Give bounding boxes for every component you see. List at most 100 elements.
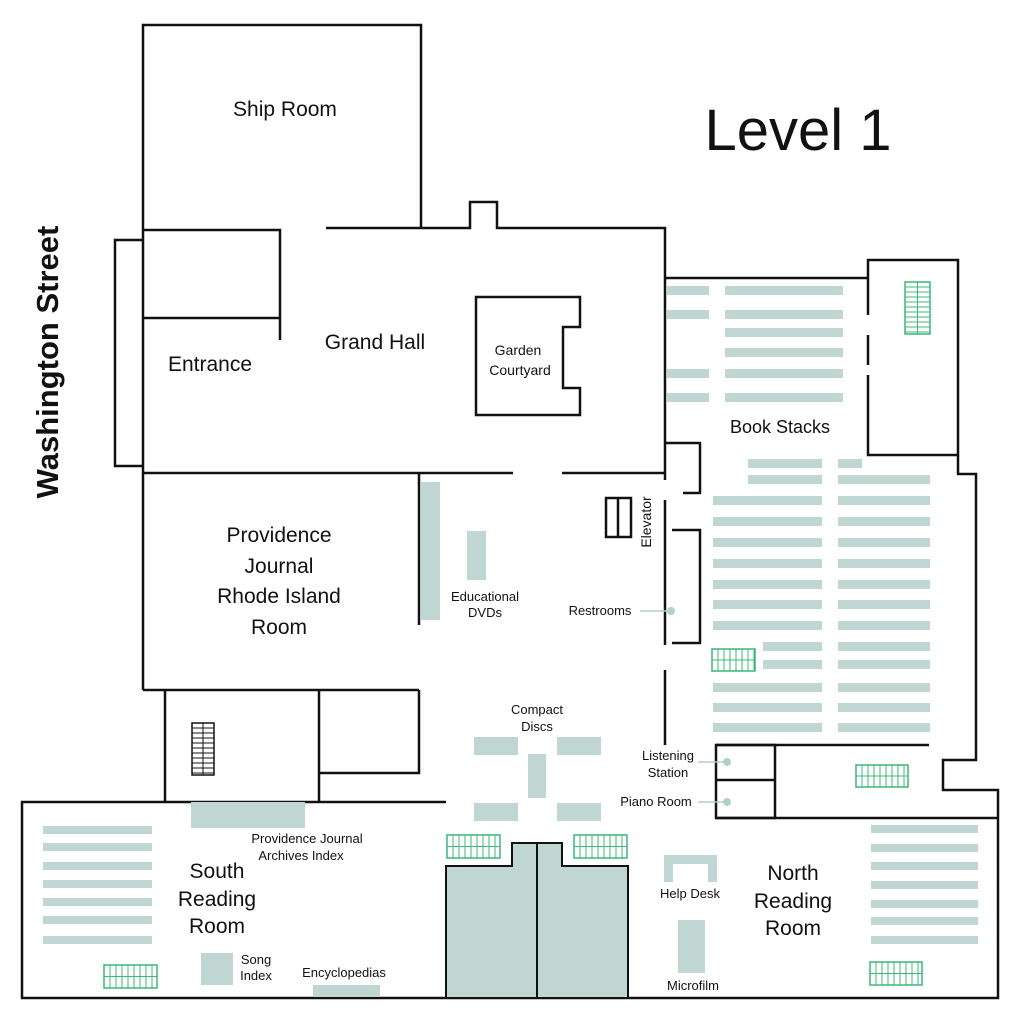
label-line: Journal — [245, 555, 314, 578]
shelf — [725, 310, 843, 319]
cd-shelf — [474, 737, 518, 755]
shelf — [43, 916, 152, 924]
label-line: Reading — [178, 888, 256, 911]
label-restrooms: Restrooms — [569, 603, 632, 618]
label-song-1: Song — [241, 952, 271, 967]
room-north-reading: North Reading Room — [754, 862, 832, 940]
shelf — [871, 917, 978, 925]
room-grand-hall: Grand Hall — [325, 331, 425, 354]
stairs-icon — [855, 764, 909, 788]
shelf — [43, 862, 152, 870]
shelf — [713, 683, 822, 692]
encyclopedias-shelf — [313, 985, 380, 997]
label-listening-1: Listening — [642, 748, 694, 763]
room-providence-journal: Providence Journal Rhode Island Room — [217, 524, 341, 639]
label-line: Providence — [226, 524, 331, 547]
shelf — [43, 898, 152, 906]
shelf — [43, 826, 152, 834]
cd-shelf — [557, 803, 601, 821]
shelf — [871, 936, 978, 944]
shelf — [838, 517, 930, 526]
shelf — [871, 881, 978, 889]
shelf — [43, 936, 152, 944]
label-elevator: Elevator — [638, 496, 654, 548]
archives-index-shelf — [191, 802, 305, 828]
help-desk — [664, 855, 717, 882]
stairs-icon — [711, 648, 756, 672]
label-line: Rhode Island — [217, 585, 341, 608]
shelf — [713, 517, 822, 526]
labels: Level 1 Washington Street Ship Room Gran… — [30, 98, 892, 993]
label-dvds-2: DVDs — [468, 605, 502, 620]
shelf — [713, 580, 822, 589]
shelf — [713, 538, 822, 547]
shelf — [748, 459, 822, 468]
shelf — [838, 559, 930, 568]
shelf — [713, 703, 822, 712]
label-cd-1: Compact — [511, 702, 563, 717]
shelf — [725, 369, 843, 378]
stairs — [103, 281, 931, 989]
label-song-2: Index — [240, 968, 272, 983]
walls — [20, 23, 1000, 1000]
shelf — [838, 496, 930, 505]
shelf — [43, 880, 152, 888]
room-south-reading: South Reading Room — [178, 860, 256, 938]
shelf — [838, 459, 862, 468]
street-label: Washington Street — [30, 226, 65, 499]
shelf — [725, 328, 843, 337]
shelf — [871, 862, 978, 870]
shelf — [838, 660, 930, 669]
label-line: South — [190, 860, 245, 883]
label-cd-2: Discs — [521, 719, 553, 734]
shelf — [725, 286, 843, 295]
shelf — [713, 496, 822, 505]
shelf — [713, 723, 822, 732]
stairs-icon — [904, 281, 931, 335]
shelf — [838, 538, 930, 547]
cd-shelf — [557, 737, 601, 755]
shelf — [871, 844, 978, 852]
shelf — [713, 559, 822, 568]
room-ship-room: Ship Room — [233, 98, 337, 121]
label-microfilm: Microfilm — [667, 978, 719, 993]
shelf — [838, 703, 930, 712]
level-title: Level 1 — [704, 98, 891, 163]
shelf — [667, 393, 709, 402]
dvd-shelf — [421, 482, 440, 620]
stairs-icon — [103, 964, 158, 989]
leaders — [640, 607, 731, 806]
shelf — [871, 900, 978, 908]
label-listening-2: Station — [648, 765, 688, 780]
shelf — [838, 621, 930, 630]
stairs-icon — [191, 722, 215, 776]
label-piano: Piano Room — [620, 794, 692, 809]
room-garden: Garden — [495, 342, 542, 358]
shelf — [838, 600, 930, 609]
label-dvds-1: Educational — [451, 589, 519, 604]
shelf — [838, 723, 930, 732]
room-courtyard: Courtyard — [489, 362, 550, 378]
dvd-shelf — [467, 531, 486, 580]
cd-shelf — [474, 803, 518, 821]
label-line: Reading — [754, 890, 832, 913]
entry-doors — [445, 842, 629, 999]
shelf — [713, 600, 822, 609]
elevator — [604, 496, 633, 539]
shelf — [713, 621, 822, 630]
label-line: Room — [251, 616, 307, 639]
shelf — [667, 369, 709, 378]
label-encyclopedias: Encyclopedias — [302, 965, 386, 980]
shelf — [667, 310, 709, 319]
label-archives-2: Archives Index — [258, 848, 344, 863]
shelf — [838, 475, 930, 484]
shelf — [763, 642, 822, 651]
stairs-icon — [446, 834, 501, 859]
stairs-icon — [573, 834, 628, 859]
shelf — [667, 286, 709, 295]
shelf — [838, 642, 930, 651]
song-index-shelf — [201, 953, 233, 985]
shelf — [871, 825, 978, 833]
shelf — [725, 393, 843, 402]
